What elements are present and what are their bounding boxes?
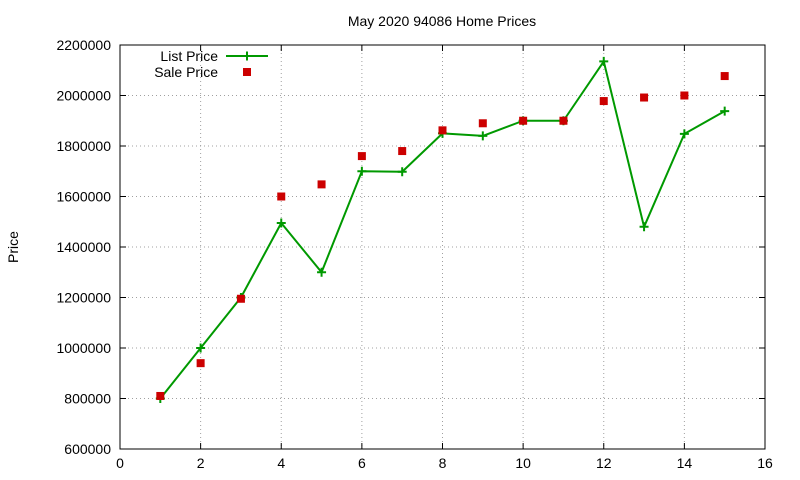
sale-price-point [156,391,165,400]
y-tick-label: 600000 [64,441,111,457]
x-tick-label: 8 [439,455,447,471]
sale-price-legend-marker [243,68,251,76]
list-price-point [639,222,649,232]
list-price-point [397,167,407,177]
list-price-point [196,343,206,353]
x-tick-label: 12 [596,455,612,471]
x-tick-label: 4 [277,455,285,471]
sale-price-point [196,359,205,368]
chart-title: May 2020 94086 Home Prices [348,13,536,29]
y-tick-label: 1800000 [56,138,111,154]
x-tick-label: 6 [358,455,366,471]
sale-price-point [478,119,487,128]
y-tick-label: 800000 [64,391,111,407]
sale-price-point [438,126,447,135]
sale-price-point [559,116,568,125]
axis-ticks: 0 2 4 6 8 10 12 14 16 600000 800000 1000000 1200000 1… [56,37,773,471]
y-tick-label: 2000000 [56,88,111,104]
y-tick-label: 2200000 [56,37,111,53]
list-price-point [478,131,488,141]
list-price-point [357,166,367,176]
sale-price-point [277,192,286,201]
x-tick-label: 16 [757,455,773,471]
list-price-point [679,129,689,139]
x-tick-label: 14 [677,455,693,471]
list-price-point [276,218,286,228]
sale-price-point [519,116,528,125]
y-tick-label: 1000000 [56,340,111,356]
y-tick-label: 1200000 [56,290,111,306]
x-tick-label: 0 [116,455,124,471]
sale-price-point [680,91,689,100]
sale-price-series [156,72,729,400]
sale-price-point [357,152,366,161]
sale-price-legend-label: Sale Price [154,64,218,80]
y-tick-label: 1400000 [56,239,111,255]
y-tick-label: 1600000 [56,189,111,205]
list-price-point [720,106,730,116]
list-price-point [317,267,327,277]
list-price-legend-marker [242,51,252,61]
list-price-legend-label: List Price [160,48,218,64]
sale-price-point [398,147,407,156]
sale-price-point [720,72,729,81]
sale-price-point [236,294,245,303]
x-tick-label: 10 [515,455,531,471]
sale-price-point [599,97,608,106]
grid [120,45,765,449]
sale-price-point [640,93,649,102]
y-axis-label: Price [5,231,21,263]
list-price-point [599,56,609,66]
sale-price-point [317,180,326,189]
data-series [155,56,730,403]
x-tick-label: 2 [197,455,205,471]
